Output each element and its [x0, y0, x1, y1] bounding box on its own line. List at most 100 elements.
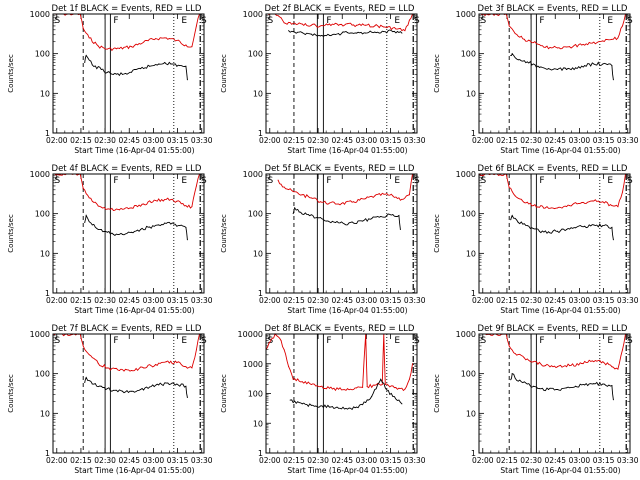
- data-point: [118, 209, 120, 211]
- plot-frame: [478, 173, 631, 294]
- flag-label: E: [394, 336, 400, 346]
- data-point: [510, 219, 512, 221]
- x-tick-label: 02:00: [472, 456, 494, 465]
- data-point: [532, 63, 534, 65]
- data-point: [316, 217, 318, 219]
- flag-label: E: [607, 336, 613, 346]
- data-point: [398, 387, 400, 389]
- data-point: [301, 23, 303, 25]
- x-axis-label: Start Time (16-Apr-04 01:55:00): [287, 466, 407, 475]
- data-point: [581, 202, 583, 204]
- data-point: [362, 220, 364, 222]
- x-tick-label: 03:15: [167, 456, 189, 465]
- x-tick-label: 03:30: [404, 136, 426, 145]
- data-point: [143, 203, 145, 205]
- data-point: [404, 388, 406, 390]
- data-point: [307, 214, 309, 216]
- data-point: [575, 227, 577, 229]
- data-point: [401, 198, 403, 200]
- data-point: [371, 218, 373, 220]
- data-point: [140, 228, 142, 230]
- data-point: [140, 388, 142, 390]
- x-tick-label: 02:00: [259, 296, 281, 305]
- data-point: [593, 383, 595, 385]
- flag-label: S: [268, 176, 274, 186]
- data-point: [617, 368, 619, 370]
- data-point: [526, 61, 528, 63]
- x-tick-label: 02:30: [94, 136, 116, 145]
- data-point: [353, 222, 355, 224]
- data-point: [292, 22, 294, 24]
- data-point: [612, 399, 614, 401]
- y-tick-label: 1: [45, 289, 50, 298]
- x-tick-label: 02:45: [544, 456, 566, 465]
- data-point: [143, 41, 145, 43]
- x-tick-label: 02:00: [259, 456, 281, 465]
- data-point: [617, 206, 619, 208]
- data-point: [591, 200, 593, 202]
- x-tick-label: 02:15: [283, 456, 305, 465]
- data-point: [602, 383, 604, 385]
- series-line-lld: [53, 173, 200, 211]
- data-point: [383, 193, 385, 195]
- data-point: [356, 24, 358, 26]
- y-tick-label: 100: [248, 50, 263, 59]
- data-point: [517, 380, 519, 382]
- data-point: [328, 23, 330, 25]
- data-point: [356, 387, 358, 389]
- plot-frame: [52, 333, 205, 454]
- data-point: [325, 220, 327, 222]
- data-point: [374, 25, 376, 27]
- y-tick-label: 1000: [456, 170, 476, 179]
- x-tick-label: 03:00: [569, 456, 591, 465]
- y-tick-label: 1000: [456, 10, 476, 19]
- y-axis-label: Counts/sec: [7, 214, 15, 253]
- data-point: [374, 31, 376, 33]
- data-point: [538, 66, 540, 68]
- data-point: [381, 384, 383, 386]
- chart-panel-3: Det 3f BLACK = Events, RED = LLD Counts/s…: [433, 4, 639, 155]
- x-tick-label: 02:30: [520, 296, 542, 305]
- x-tick-label: 02:30: [94, 296, 116, 305]
- data-point: [118, 370, 120, 372]
- x-tick-label: 03:30: [404, 296, 426, 305]
- data-point: [319, 35, 321, 37]
- data-point: [288, 366, 290, 368]
- x-tick-label: 03:15: [380, 456, 402, 465]
- data-point: [91, 383, 93, 385]
- data-point: [557, 366, 559, 368]
- data-point: [84, 61, 86, 63]
- y-tick-label: 1: [471, 289, 476, 298]
- y-tick-label: 10: [466, 409, 476, 418]
- y-tick-label: 10: [253, 419, 263, 428]
- data-point: [386, 389, 388, 391]
- data-point: [283, 186, 285, 188]
- x-tick-label: 03:15: [593, 456, 615, 465]
- data-point: [392, 214, 394, 216]
- x-tick-label: 03:00: [143, 456, 165, 465]
- data-point: [337, 24, 339, 26]
- data-point: [112, 73, 114, 75]
- data-point: [82, 28, 84, 30]
- data-point: [612, 79, 614, 81]
- flag-label: S: [55, 16, 61, 26]
- y-axis-label: Counts/sec: [433, 54, 441, 93]
- data-point: [380, 378, 382, 380]
- data-point: [280, 183, 282, 185]
- data-point: [347, 388, 349, 390]
- series-line-lld: [52, 333, 200, 372]
- data-point: [310, 33, 312, 35]
- data-point: [591, 42, 593, 44]
- flag-label: F: [326, 176, 331, 186]
- data-point: [106, 367, 108, 369]
- x-tick-label: 02:45: [331, 136, 353, 145]
- y-tick-label: 1000: [30, 10, 50, 19]
- x-tick-label: 02:00: [259, 136, 281, 145]
- data-point: [386, 214, 388, 216]
- data-point: [91, 224, 93, 226]
- data-point: [510, 54, 512, 56]
- x-tick-label: 03:15: [593, 296, 615, 305]
- data-point: [383, 26, 385, 28]
- x-tick-label: 02:45: [544, 296, 566, 305]
- x-tick-label: 02:15: [496, 136, 518, 145]
